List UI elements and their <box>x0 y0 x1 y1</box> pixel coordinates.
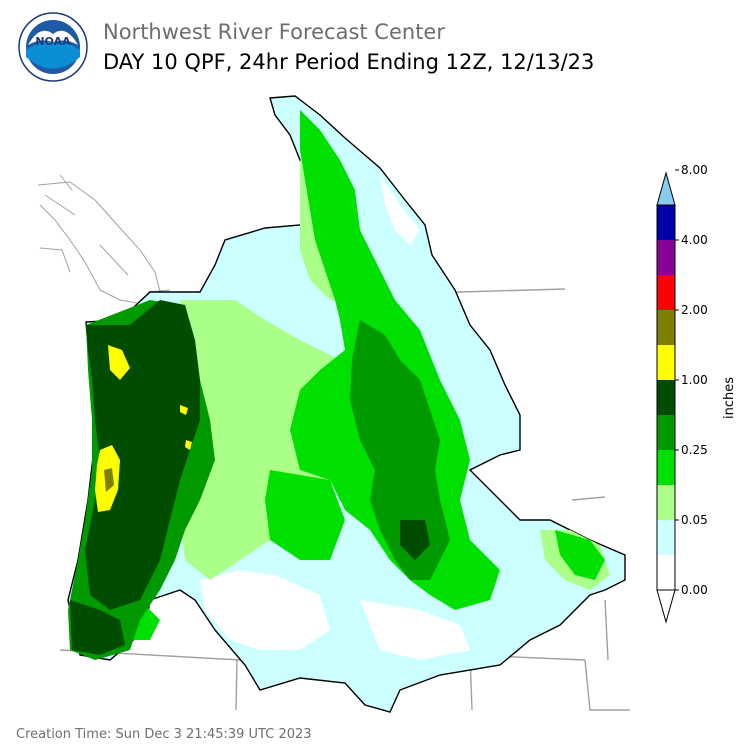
precipitation-field <box>67 95 626 713</box>
colorbar-swatch <box>657 240 675 275</box>
colorbar-swatch <box>657 205 675 240</box>
colorbar-tick-label: 8.00 <box>681 163 708 177</box>
colorbar-swatch <box>657 520 675 555</box>
colorbar-swatches <box>656 171 676 624</box>
noaa-logo-text: NOAA <box>35 35 71 48</box>
colorbar-swatch <box>657 275 675 310</box>
colorbar-swatch <box>657 415 675 450</box>
colorbar-frame <box>656 204 676 591</box>
colorbar-low-arrow <box>656 589 676 624</box>
noaa-logo: NOAA <box>18 12 88 82</box>
colorbar-tick-label: 0.00 <box>681 583 708 597</box>
colorbar-swatch <box>657 345 675 380</box>
product-title: DAY 10 QPF, 24hr Period Ending 12Z, 12/1… <box>103 50 595 74</box>
colorbar-swatch <box>657 380 675 415</box>
creation-time: Creation Time: Sun Dec 3 21:45:39 UTC 20… <box>16 727 312 742</box>
colorbar-swatch <box>657 555 675 590</box>
colorbar-tick-label: 2.00 <box>681 303 708 317</box>
colorbar-swatch <box>657 485 675 520</box>
colorbar-high-arrow <box>656 171 676 206</box>
colorbar-swatch <box>657 450 675 485</box>
colorbar-title: inches <box>722 377 737 419</box>
org-name: Northwest River Forecast Center <box>103 20 445 44</box>
colorbar: 0.00 0.05 0.25 1.00 2.00 4.00 8.00 inches <box>656 163 737 624</box>
colorbar-tick-label: 1.00 <box>681 373 708 387</box>
colorbar-swatch <box>657 310 675 345</box>
colorbar-tick-label: 4.00 <box>681 233 708 247</box>
colorbar-tick-label: 0.25 <box>681 443 708 457</box>
colorbar-tick-labels: 0.00 0.05 0.25 1.00 2.00 4.00 8.00 <box>675 163 708 597</box>
colorbar-tick-label: 0.05 <box>681 513 708 527</box>
